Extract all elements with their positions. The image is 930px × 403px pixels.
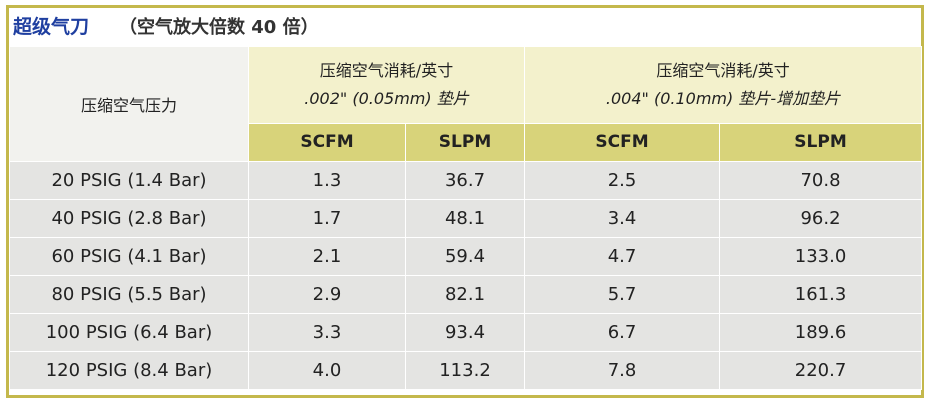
table-body: 20 PSIG (1.4 Bar) 1.3 36.7 2.5 70.8 40 PSIG (… — [9, 161, 923, 390]
table-cell: 96.2 — [719, 199, 923, 238]
table-cell: 1.3 — [248, 161, 406, 200]
table-cell: 59.4 — [404, 237, 526, 276]
row-header: 压缩空气压力 — [9, 46, 249, 162]
table-cell: 6.7 — [524, 313, 721, 352]
group-header: 压缩空气消耗/英寸 .004" (0.10mm) 垫片-增加垫片 — [524, 46, 923, 124]
group-line: 压缩空气消耗/英寸 — [656, 60, 790, 80]
table-cell: 48.1 — [404, 199, 526, 238]
table-cell: 70.8 — [719, 161, 923, 200]
table-cell: 4.7 — [524, 237, 721, 276]
table-cell: 60 PSIG (4.1 Bar) — [9, 237, 249, 276]
group-line: .002" (0.05mm) 垫片 — [304, 88, 469, 108]
table-cell: 120 PSIG (8.4 Bar) — [9, 351, 249, 390]
table-cell: 93.4 — [404, 313, 526, 352]
column-header: SCFM — [524, 122, 721, 163]
table-cell: 133.0 — [719, 237, 923, 276]
frame: 超级气刀 （空气放大倍数 40 倍） 压缩空气压力 压缩空气消耗/英寸 .002" … — [6, 5, 924, 398]
table-row: 120 PSIG (8.4 Bar) 4.0 113.2 7.8 220.7 — [9, 351, 923, 390]
table-row: 40 PSIG (2.8 Bar) 1.7 48.1 3.4 96.2 — [9, 199, 923, 238]
table-cell: 1.7 — [248, 199, 406, 238]
table-cell: 4.0 — [248, 351, 406, 390]
column-header: SCFM — [248, 122, 406, 163]
table-cell: 5.7 — [524, 275, 721, 314]
table: 压缩空气压力 压缩空气消耗/英寸 .002" (0.05mm) 垫片 压缩空气消耗… — [9, 46, 923, 390]
table-row: 60 PSIG (4.1 Bar) 2.1 59.4 4.7 133.0 — [9, 237, 923, 276]
column-row: SCFM SLPM SCFM SLPM — [10, 122, 923, 163]
column-header: SLPM — [404, 122, 526, 163]
title: 超级气刀 — [13, 16, 90, 38]
table-row: 20 PSIG (1.4 Bar) 1.3 36.7 2.5 70.8 — [9, 161, 923, 200]
table-cell: 2.5 — [524, 161, 721, 200]
table-cell: 2.9 — [248, 275, 406, 314]
group-line: .004" (0.10mm) 垫片-增加垫片 — [605, 88, 841, 108]
table-cell: 82.1 — [404, 275, 526, 314]
table-cell: 80 PSIG (5.5 Bar) — [9, 275, 249, 314]
table-cell: 7.8 — [524, 351, 721, 390]
table-row: 100 PSIG (6.4 Bar) 3.3 93.4 6.7 189.6 — [9, 313, 923, 352]
group-line: 压缩空气消耗/英寸 — [319, 60, 454, 80]
table-cell: 3.3 — [248, 313, 406, 352]
table-cell: 220.7 — [719, 351, 923, 390]
table-cell: 113.2 — [404, 351, 526, 390]
subtitle: （空气放大倍数 40 倍） — [119, 17, 319, 38]
table-cell: 2.1 — [248, 237, 406, 276]
table-cell: 20 PSIG (1.4 Bar) — [9, 161, 249, 200]
table-cell: 36.7 — [404, 161, 526, 200]
group-header: 压缩空气消耗/英寸 .002" (0.05mm) 垫片 — [247, 46, 526, 124]
table-cell: 189.6 — [719, 313, 923, 352]
table-cell: 40 PSIG (2.8 Bar) — [9, 199, 249, 238]
column-header: SLPM — [719, 122, 923, 163]
table-cell: 100 PSIG (6.4 Bar) — [9, 313, 249, 352]
title-bar: 超级气刀 （空气放大倍数 40 倍） — [9, 8, 921, 46]
table-row: 80 PSIG (5.5 Bar) 2.9 82.1 5.7 161.3 — [9, 275, 923, 314]
table-cell: 3.4 — [524, 199, 721, 238]
table-cell: 161.3 — [719, 275, 923, 314]
